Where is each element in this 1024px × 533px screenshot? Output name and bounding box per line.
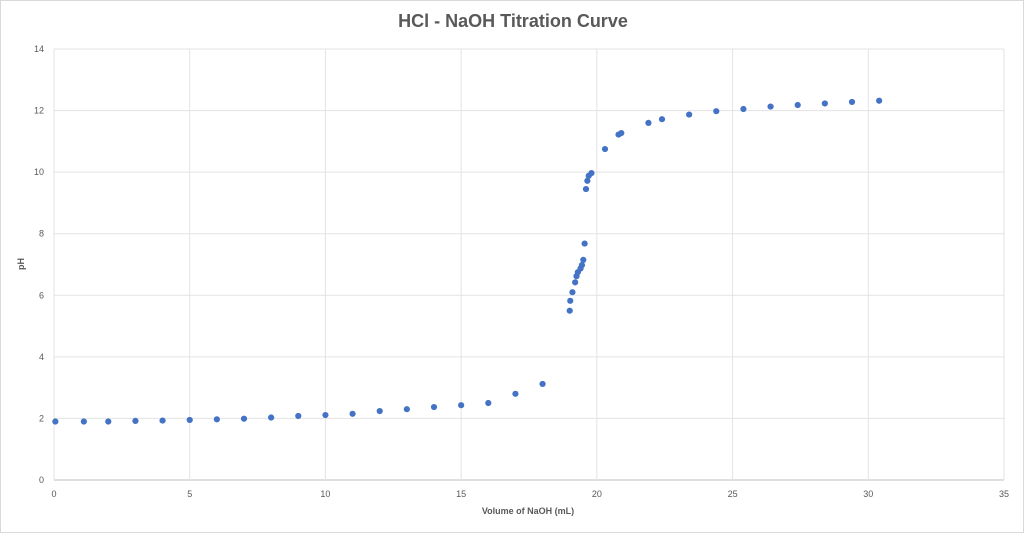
data-point bbox=[322, 411, 329, 419]
y-tick-label: 6 bbox=[39, 290, 44, 300]
y-tick-label: 0 bbox=[39, 475, 44, 485]
data-point bbox=[403, 406, 410, 413]
data-point bbox=[582, 185, 590, 193]
data-point bbox=[52, 418, 59, 425]
data-point bbox=[132, 417, 139, 424]
data-point bbox=[578, 262, 586, 269]
data-point bbox=[485, 399, 492, 407]
x-tick-label: 0 bbox=[51, 489, 56, 499]
data-point bbox=[848, 98, 856, 106]
data-point bbox=[581, 240, 588, 247]
data-point bbox=[376, 407, 383, 415]
data-point bbox=[295, 412, 302, 420]
data-point bbox=[567, 297, 574, 304]
data-point bbox=[240, 415, 248, 422]
gridlines bbox=[53, 48, 1005, 481]
x-tick-label: 15 bbox=[456, 489, 466, 499]
data-point bbox=[658, 116, 666, 123]
data-point bbox=[539, 380, 546, 388]
data-point bbox=[618, 129, 625, 137]
data-point bbox=[821, 100, 828, 107]
y-tick-label: 12 bbox=[34, 106, 44, 116]
x-tick-labels: 0 5 10 15 20 25 30 35 bbox=[51, 489, 1009, 499]
chart-title: HCl - NaOH Titration Curve bbox=[398, 11, 628, 31]
x-tick-label: 25 bbox=[728, 489, 738, 499]
data-point bbox=[80, 418, 87, 425]
data-point bbox=[566, 307, 573, 314]
y-axis-label: pH bbox=[16, 258, 26, 270]
data-point bbox=[213, 416, 220, 423]
x-tick-label: 30 bbox=[863, 489, 873, 499]
y-tick-label: 10 bbox=[34, 167, 44, 177]
y-tick-label: 14 bbox=[34, 44, 44, 54]
x-tick-label: 35 bbox=[999, 489, 1009, 499]
data-point bbox=[601, 145, 609, 153]
data-point bbox=[686, 111, 693, 118]
data-point bbox=[186, 416, 193, 424]
data-point bbox=[876, 97, 883, 104]
data-point bbox=[713, 108, 720, 115]
y-tick-labels: 0 2 4 6 8 10 12 14 bbox=[34, 44, 44, 485]
x-tick-label: 10 bbox=[320, 489, 330, 499]
data-point bbox=[512, 390, 519, 397]
data-point bbox=[588, 169, 595, 177]
data-points bbox=[52, 97, 883, 425]
data-point bbox=[580, 256, 587, 263]
data-point bbox=[584, 177, 591, 184]
data-point bbox=[569, 289, 576, 296]
y-tick-label: 8 bbox=[39, 229, 44, 239]
data-point bbox=[794, 101, 801, 109]
data-point bbox=[645, 119, 652, 126]
data-point bbox=[430, 403, 438, 411]
data-point bbox=[159, 417, 166, 424]
data-point bbox=[349, 410, 356, 417]
data-point bbox=[572, 279, 579, 286]
data-point bbox=[105, 418, 112, 425]
data-point bbox=[458, 402, 465, 409]
data-point bbox=[767, 103, 774, 110]
data-point bbox=[740, 105, 747, 113]
x-axis-label: Volume of NaOH (mL) bbox=[482, 506, 574, 516]
y-tick-label: 2 bbox=[39, 413, 44, 423]
x-tick-label: 5 bbox=[187, 489, 192, 499]
x-tick-label: 20 bbox=[592, 489, 602, 499]
data-point bbox=[268, 414, 275, 421]
y-tick-label: 4 bbox=[39, 352, 44, 362]
